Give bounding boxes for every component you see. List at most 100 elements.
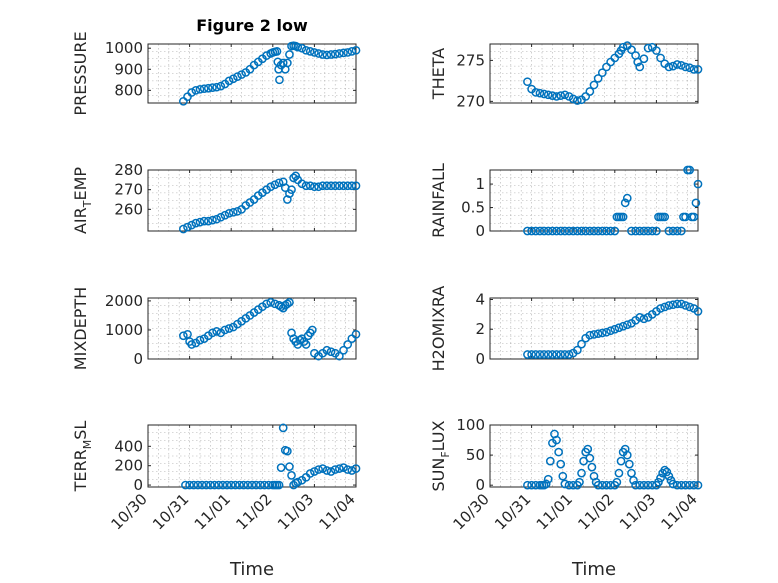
data-point	[283, 58, 292, 68]
data-point	[539, 89, 549, 99]
data-point	[231, 480, 240, 490]
data-point	[330, 181, 340, 191]
data-point	[318, 50, 328, 59]
data-point	[266, 298, 276, 307]
y-axis-label: AIRTEMP	[71, 167, 94, 234]
data-point	[614, 468, 624, 478]
y-tick-label: 0	[133, 350, 143, 368]
x-axis-label-left: Time	[229, 559, 274, 580]
data-point	[643, 480, 653, 490]
data-point	[214, 480, 224, 490]
data-point	[627, 45, 636, 55]
data-point	[616, 456, 626, 466]
data-point	[597, 68, 607, 78]
data-point	[274, 178, 284, 188]
y-tick-label: 0	[475, 222, 485, 240]
data-point	[568, 226, 578, 236]
data-point	[577, 226, 586, 236]
data-point	[330, 465, 340, 474]
data-point	[179, 331, 188, 341]
data-point	[568, 94, 578, 104]
y-axis-label-part: SL	[71, 421, 90, 440]
x-tick-label: 11/01	[533, 490, 576, 533]
data-point	[239, 480, 249, 490]
y-tick-label: 1000	[105, 39, 143, 57]
data-point	[339, 345, 348, 355]
data-point	[564, 480, 574, 490]
data-point	[297, 43, 307, 53]
axis-frame	[489, 297, 699, 360]
data-point	[343, 465, 353, 474]
data-point	[206, 480, 215, 490]
data-point	[322, 466, 332, 475]
data-point	[656, 53, 665, 63]
data-point	[314, 182, 323, 192]
data-point	[301, 340, 311, 349]
data-point	[523, 226, 532, 236]
data-point	[610, 324, 620, 334]
data-point	[314, 465, 323, 474]
data-point	[287, 185, 296, 195]
data-point	[293, 42, 303, 52]
data-point	[237, 70, 246, 79]
axis-frame	[147, 424, 357, 488]
y-axis-label: SUNFLUX	[429, 420, 452, 491]
data-point	[535, 350, 545, 359]
y-tick-label: 2	[475, 320, 485, 338]
data-point	[335, 464, 344, 473]
data-point	[689, 65, 699, 74]
data-point	[310, 48, 319, 57]
data-point	[326, 347, 336, 357]
data-point	[535, 226, 545, 236]
data-point	[664, 226, 674, 236]
data-point	[301, 181, 311, 191]
data-point	[585, 87, 595, 96]
y-axis-label-part: SUN	[429, 458, 448, 492]
data-point	[285, 50, 294, 59]
data-point	[185, 480, 194, 490]
data-point	[622, 193, 632, 203]
data-point	[326, 50, 336, 59]
data-point	[643, 226, 653, 236]
data-point	[295, 335, 305, 345]
data-point	[322, 345, 332, 355]
data-point	[285, 298, 294, 307]
data-point	[627, 468, 636, 478]
data-point	[527, 350, 536, 359]
data-point	[539, 350, 549, 359]
y-tick-label: 260	[114, 200, 143, 218]
data-point	[672, 60, 682, 69]
data-point	[560, 226, 570, 236]
y-tick-label: 270	[114, 181, 143, 199]
data-point	[347, 47, 357, 56]
data-point	[581, 226, 591, 236]
data-point	[287, 471, 296, 480]
data-point	[556, 459, 566, 469]
data-point	[635, 226, 645, 236]
data-point	[677, 226, 686, 236]
y-axis-label-part: LUX	[429, 420, 448, 451]
data-point	[602, 226, 611, 236]
data-point	[681, 212, 690, 222]
data-point	[652, 46, 661, 55]
data-point	[575, 477, 584, 487]
data-point	[593, 480, 603, 490]
data-point	[602, 327, 611, 337]
y-tick-label: 0	[475, 476, 485, 494]
x-tick-label: 10/31	[491, 490, 534, 533]
data-point	[552, 435, 561, 445]
data-point	[305, 47, 315, 56]
data-point	[183, 222, 192, 232]
data-point	[255, 480, 265, 490]
data-point	[326, 181, 336, 191]
data-point	[187, 340, 197, 349]
data-point	[216, 212, 226, 222]
data-point	[187, 220, 197, 230]
data-point	[228, 74, 238, 84]
data-point	[627, 226, 636, 236]
data-point	[283, 299, 292, 309]
data-point	[662, 467, 672, 477]
data-point	[212, 214, 221, 224]
data-point	[276, 463, 286, 472]
